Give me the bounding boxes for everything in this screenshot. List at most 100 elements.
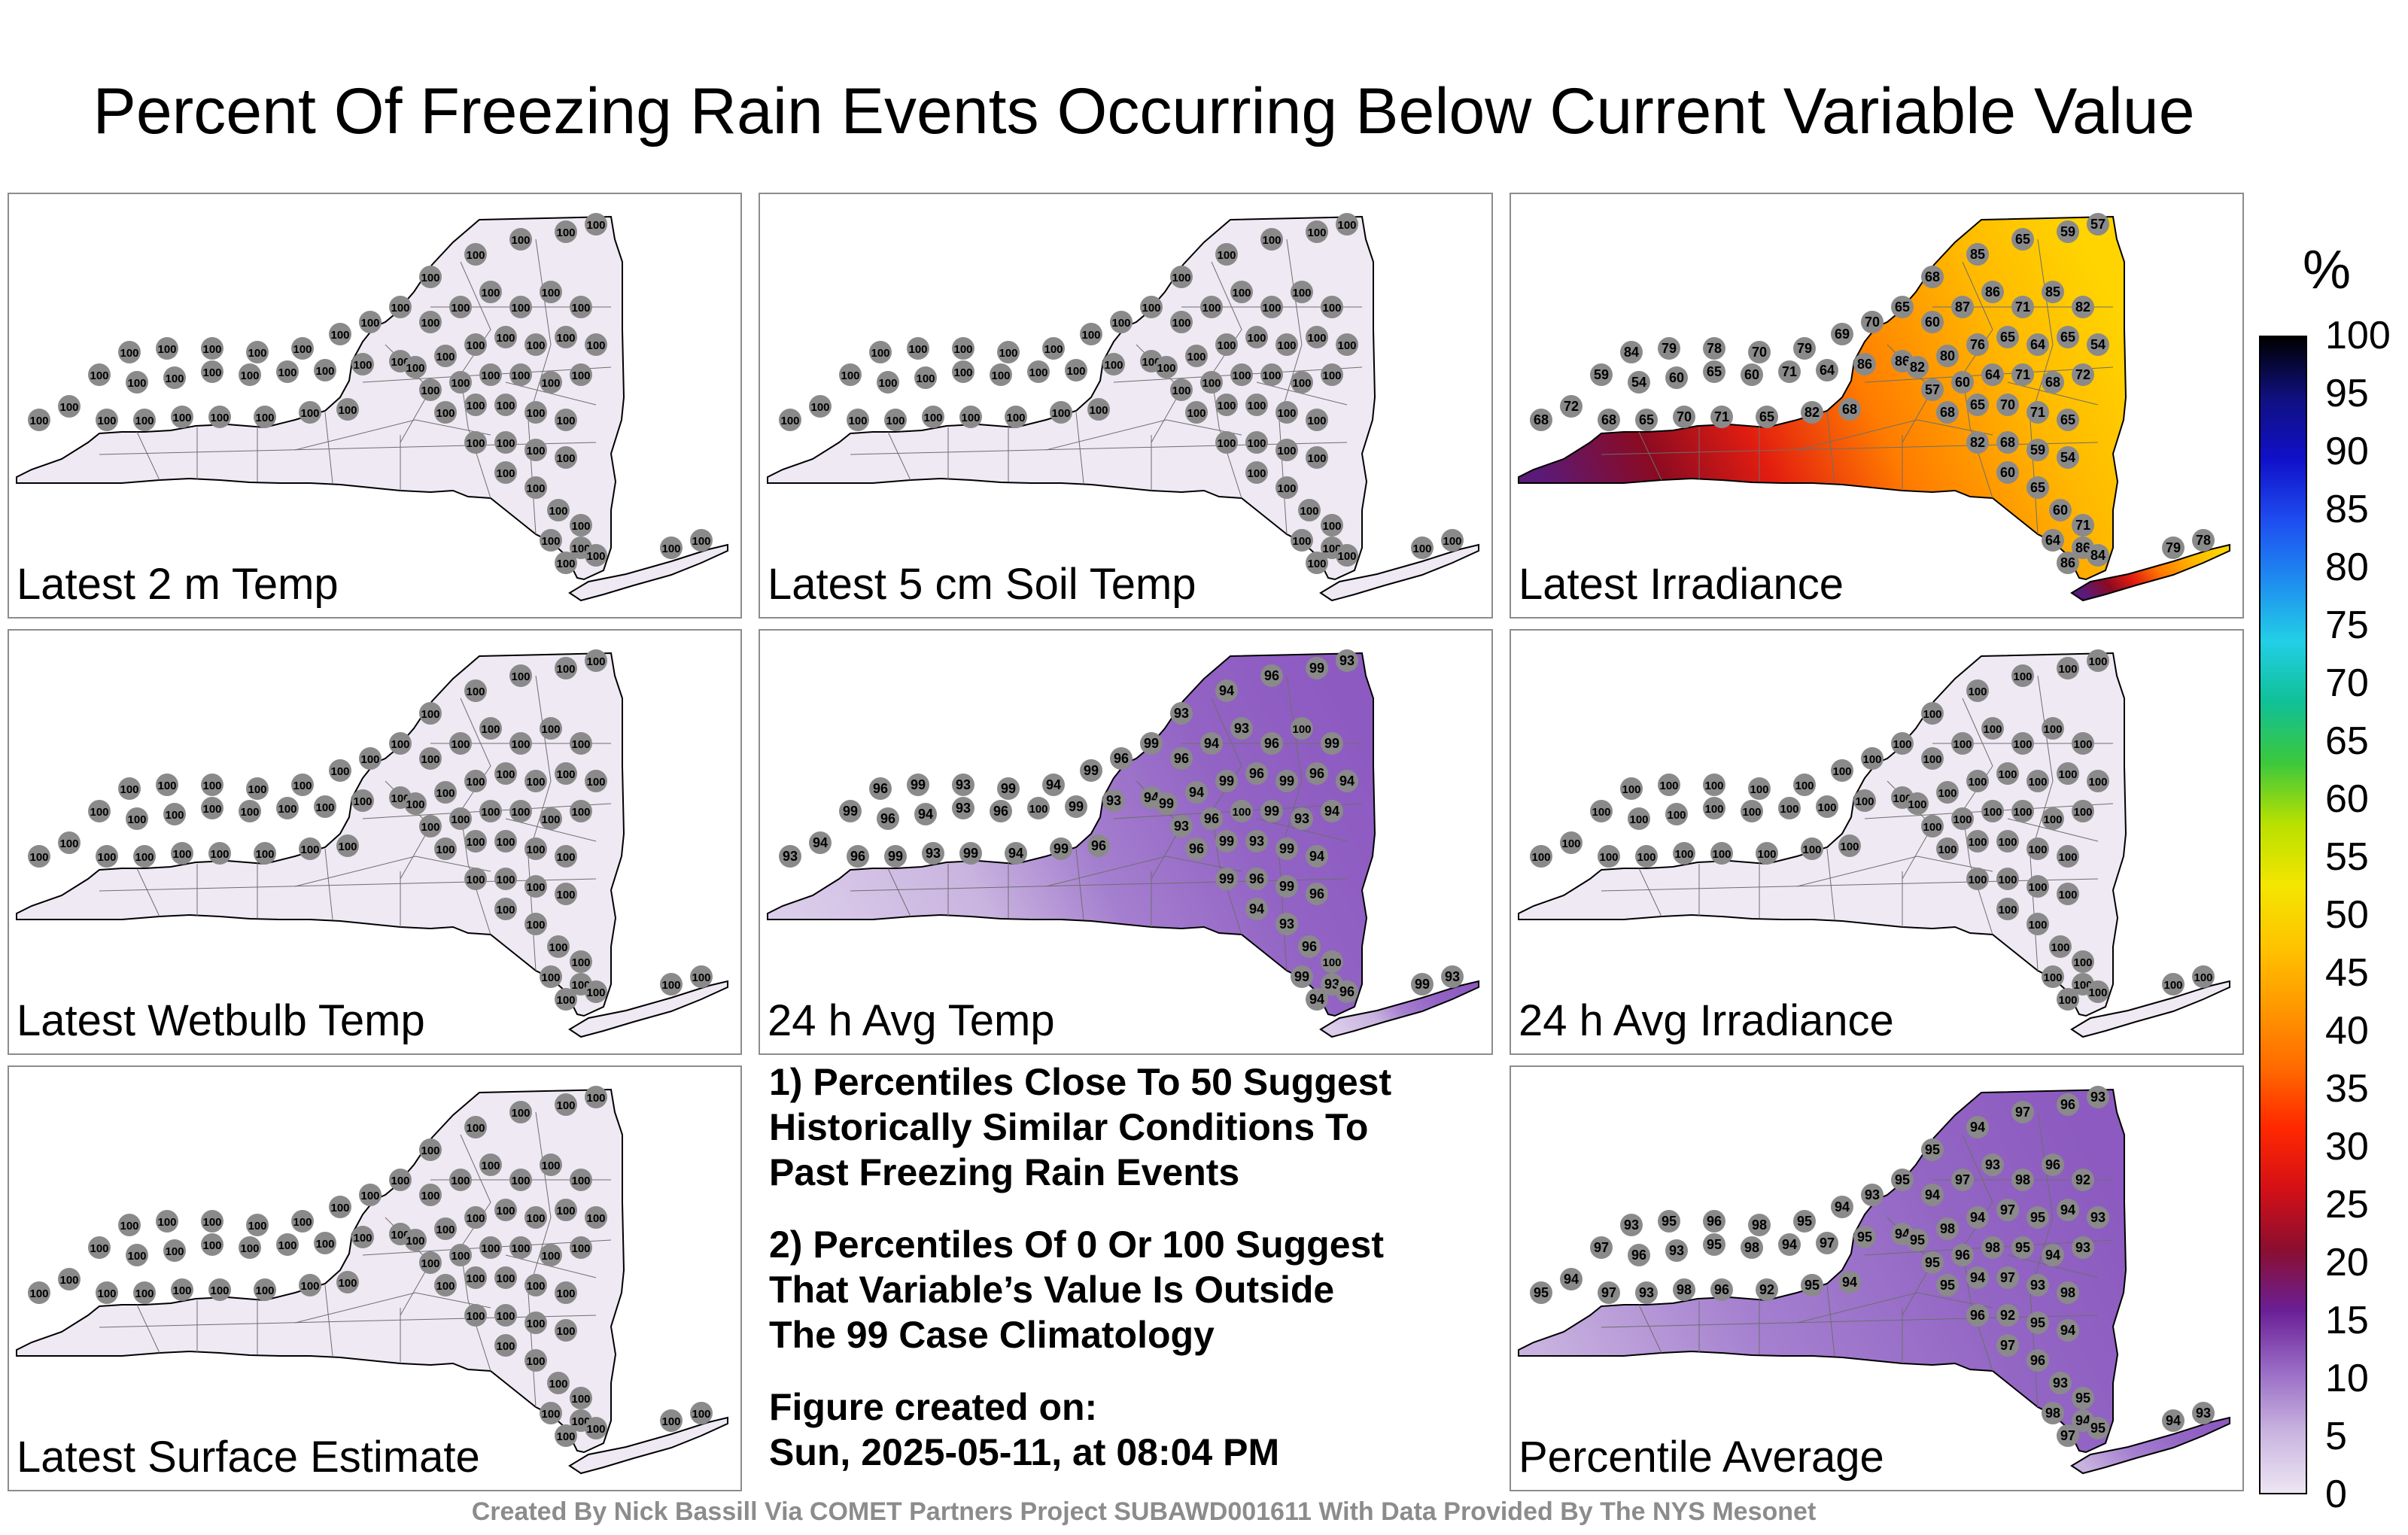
station-marker: 100 [570,296,592,318]
station-marker: 97 [1598,1281,1620,1304]
county-boundary [1826,1284,1835,1357]
station-marker: 100 [540,371,562,394]
station-marker: 72 [2072,363,2094,386]
station-marker: 100 [1560,831,1583,854]
station-marker: 100 [464,830,487,853]
station-value: 68 [1601,412,1616,427]
station-marker: 100 [291,774,314,796]
station-marker: 99 [997,777,1020,800]
station-marker: 100 [464,868,487,890]
station-value: 96 [2030,1353,2045,1368]
station-marker: 96 [1087,834,1110,857]
station-value: 93 [783,849,798,864]
station-marker: 100 [660,536,683,559]
station-value: 93 [956,777,971,792]
station-marker: 95 [2026,1206,2049,1229]
station-value: 100 [436,843,455,856]
station-marker: 100 [118,341,141,363]
station-value: 99 [1001,781,1016,796]
station-value: 100 [780,415,799,427]
station-value: 100 [571,1242,590,1255]
station-marker: 68 [1936,401,1959,424]
station-value: 68 [1925,269,1940,284]
ny-map: 100 100 100 100 100 100 100 100 100 100 100 100 100 1… [16,649,728,1038]
station-marker: 96 [2057,1093,2079,1116]
station-marker: 100 [509,1101,532,1123]
station-marker: 85 [2042,281,2064,303]
station-marker: 95 [1793,1210,1816,1233]
station-value: 96 [2060,1097,2075,1112]
station-marker: 100 [524,333,547,356]
station-marker: 100 [585,544,607,567]
station-marker: 100 [1200,296,1223,318]
station-value: 86 [1895,354,1910,369]
station-value: 100 [2043,723,2062,736]
station-value: 93 [1294,811,1309,826]
station-marker: 93 [1230,717,1253,740]
station-value: 100 [1051,407,1070,420]
station-marker: 64 [2026,333,2049,356]
panel-latest-5cm-soil-temp: 100 100 100 100 100 100 100 100 100 100 100 100 100 1… [759,193,1493,619]
station-marker: 100 [660,973,683,995]
station-value: 94 [1324,804,1339,819]
county-boundary [1075,412,1084,484]
station-marker: 94 [1042,774,1065,796]
station-marker: 84 [2087,544,2109,567]
station-marker: 100 [509,800,532,822]
station-marker: 100 [884,409,907,431]
station-marker: 99 [1275,875,1298,898]
station-value: 76 [1970,337,1985,352]
station-value: 100 [496,904,515,916]
station-value: 100 [1592,806,1610,819]
station-marker: 99 [1155,792,1178,815]
station-marker: 100 [540,281,562,303]
station-marker: 100 [336,834,359,857]
station-marker: 100 [585,333,607,356]
state-outline [16,1088,625,1454]
station-marker: 100 [847,409,869,431]
station-value: 71 [1782,364,1797,379]
station-marker: 100 [96,1281,118,1304]
station-value: 100 [1277,407,1296,420]
station-value: 100 [481,1242,500,1255]
county-boundary [1075,848,1084,920]
station-marker: 100 [239,363,261,386]
station-marker: 100 [509,363,532,386]
station-marker: 100 [2011,664,2034,687]
station-marker: 100 [1658,774,1680,796]
station-value: 100 [2088,986,2107,999]
station-marker: 100 [479,363,502,386]
station-value: 100 [526,445,545,457]
station-marker: 100 [1635,845,1658,868]
station-value: 100 [360,1190,379,1202]
station-marker: 95 [1891,1169,1914,1191]
station-value: 100 [871,347,889,360]
station-value: 60 [2053,503,2068,518]
station-marker: 93 [2087,1086,2109,1108]
station-marker: 100 [1703,774,1725,796]
station-marker: 96 [1298,935,1321,958]
station-marker: 100 [1245,461,1268,484]
station-marker: 100 [524,837,547,860]
station-value: 100 [300,407,319,420]
county-boundary [1638,868,1662,917]
station-marker: 93 [2087,1206,2109,1229]
station-value: 100 [916,372,935,385]
station-marker: 100 [1966,679,1989,702]
station-value: 99 [911,777,926,792]
station-value: 68 [1842,402,1857,417]
station-value: 93 [926,846,941,861]
station-value: 100 [436,1223,455,1236]
station-marker: 100 [1050,401,1072,424]
station-marker: 100 [2072,800,2094,822]
station-value: 96 [1707,1214,1722,1229]
station-marker: 100 [1853,789,1876,812]
station-marker: 59 [2057,220,2079,243]
station-value: 100 [172,1284,191,1297]
station-value: 100 [848,415,867,427]
station-marker: 98 [1936,1217,1959,1240]
station-value: 93 [1234,721,1249,736]
station-value: 100 [1923,753,1941,766]
station-value: 100 [541,1408,560,1421]
station-marker: 100 [291,1210,314,1233]
